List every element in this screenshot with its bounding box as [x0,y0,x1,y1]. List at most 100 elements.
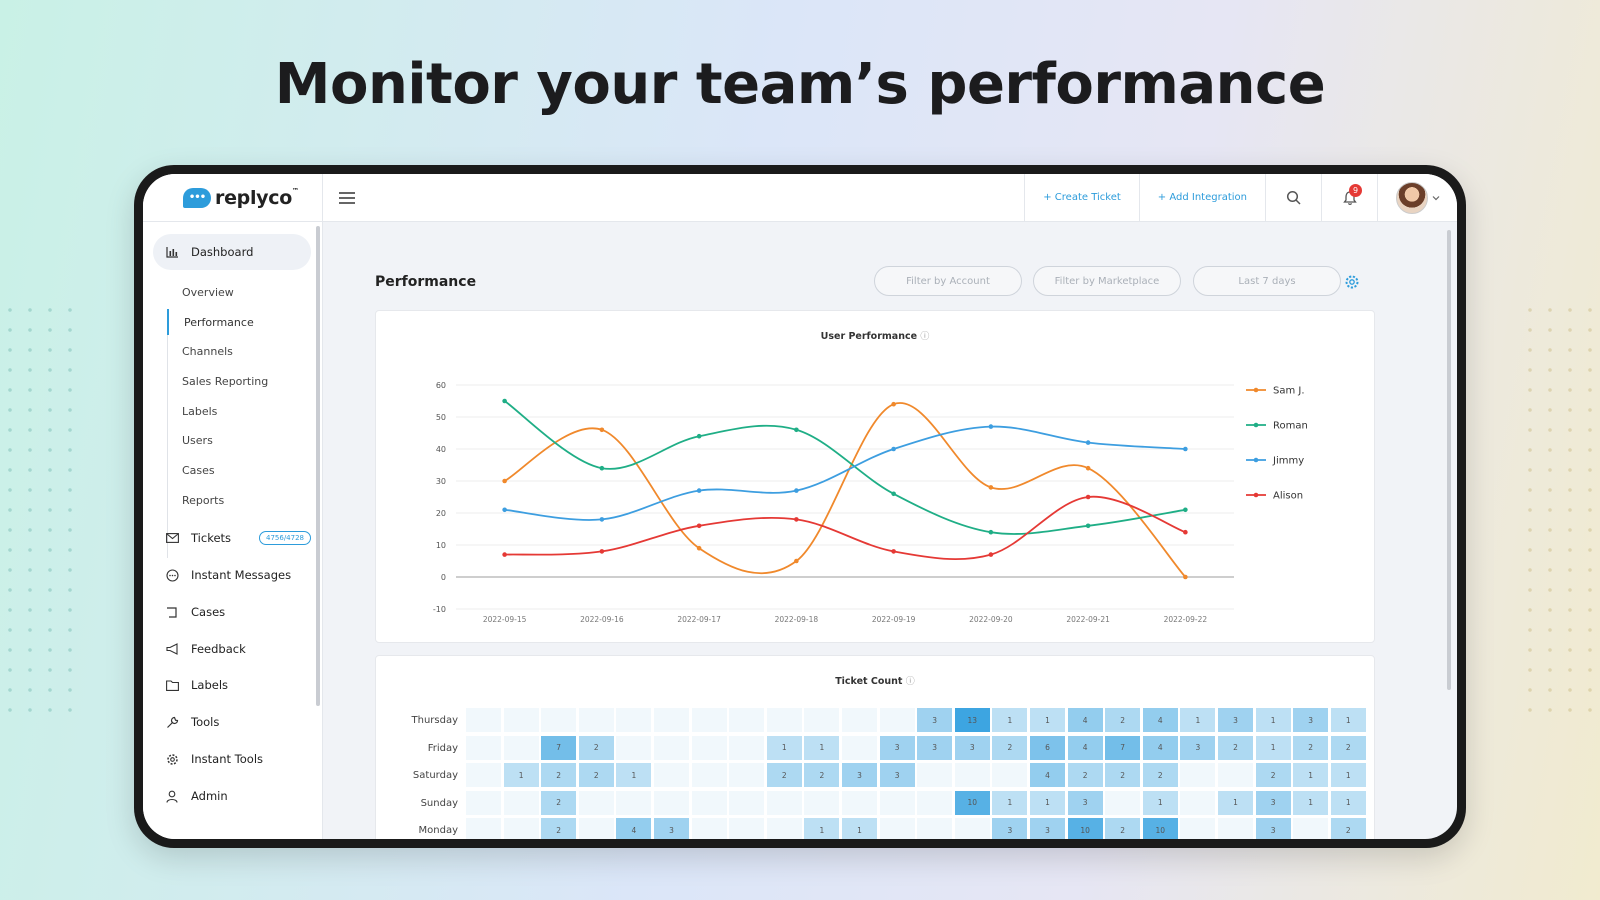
heatmap-cell[interactable]: 1 [1029,707,1066,733]
heatmap-cell[interactable] [1104,789,1142,816]
settings-gear-icon[interactable] [1344,274,1360,294]
heatmap-cell[interactable]: 1 [615,762,653,788]
heatmap-cell[interactable] [465,734,502,761]
heatmap-cell[interactable]: 4 [1066,707,1104,733]
heatmap-cell[interactable] [1292,817,1330,839]
notification-bell-icon[interactable]: 9 [1321,174,1377,222]
heatmap-cell[interactable] [615,789,653,816]
heatmap-cell[interactable]: 2 [1141,762,1179,788]
heatmap-cell[interactable]: 2 [1104,817,1142,839]
heatmap-cell[interactable] [690,789,728,816]
heatmap-cell[interactable]: 1 [1029,789,1066,816]
heatmap-cell[interactable] [728,817,766,839]
heatmap-cell[interactable]: 7 [540,734,578,761]
create-ticket-button[interactable]: + Create Ticket [1024,174,1139,222]
heatmap-cell[interactable] [502,817,540,839]
heatmap-cell[interactable] [690,817,728,839]
heatmap-cell[interactable]: 13 [953,707,991,733]
heatmap-cell[interactable] [1217,817,1254,839]
heatmap-cell[interactable] [465,789,502,816]
heatmap-cell[interactable]: 4 [1141,707,1179,733]
heatmap-cell[interactable]: 3 [1292,707,1330,733]
heatmap-cell[interactable]: 2 [577,734,615,761]
heatmap-cell[interactable]: 3 [878,762,916,788]
sidebar-subitem-sales-reporting[interactable]: Sales Reporting [182,374,269,388]
heatmap-cell[interactable] [916,789,954,816]
heatmap-cell[interactable]: 4 [615,817,653,839]
heatmap-cell[interactable] [690,707,728,733]
heatmap-cell[interactable] [577,789,615,816]
heatmap-cell[interactable] [953,817,991,839]
sidebar-item-dashboard[interactable]: Dashboard [153,234,311,270]
heatmap-cell[interactable] [728,789,766,816]
heatmap-cell[interactable]: 1 [1254,707,1292,733]
heatmap-cell[interactable] [653,762,690,788]
user-menu[interactable] [1377,174,1457,222]
sidebar-item-feedback[interactable]: Feedback [153,631,311,667]
date-range-select[interactable]: Last 7 days [1193,266,1341,296]
heatmap-cell[interactable]: 2 [1292,734,1330,761]
heatmap-cell[interactable]: 3 [1029,817,1066,839]
heatmap-cell[interactable] [465,762,502,788]
sidebar-item-tickets[interactable]: Tickets 4756/4728 [153,520,311,556]
heatmap-cell[interactable]: 2 [991,734,1029,761]
heatmap-cell[interactable] [728,762,766,788]
heatmap-cell[interactable] [878,707,916,733]
heatmap-cell[interactable]: 3 [1254,817,1292,839]
heatmap-cell[interactable] [765,789,803,816]
sidebar-item-cases[interactable]: Cases [153,594,311,630]
heatmap-cell[interactable]: 1 [1254,734,1292,761]
heatmap-cell[interactable]: 10 [1141,817,1179,839]
heatmap-cell[interactable] [916,762,954,788]
heatmap-cell[interactable] [841,734,878,761]
heatmap-cell[interactable] [540,707,578,733]
heatmap-cell[interactable] [803,707,841,733]
heatmap-cell[interactable]: 10 [1066,817,1104,839]
search-icon[interactable] [1265,174,1321,222]
heatmap-cell[interactable]: 1 [1329,789,1367,816]
filter-by-marketplace[interactable]: Filter by Marketplace [1033,266,1181,296]
heatmap-cell[interactable] [465,707,502,733]
add-integration-button[interactable]: + Add Integration [1138,174,1265,222]
heatmap-cell[interactable]: 3 [1217,707,1254,733]
filter-by-account[interactable]: Filter by Account [874,266,1022,296]
sidebar-subitem-reports[interactable]: Reports [182,493,225,507]
sidebar-subitem-users[interactable]: Users [182,433,213,447]
heatmap-cell[interactable]: 2 [577,762,615,788]
heatmap-cell[interactable]: 3 [916,734,954,761]
heatmap-cell[interactable] [841,789,878,816]
heatmap-cell[interactable] [615,734,653,761]
heatmap-cell[interactable] [502,734,540,761]
heatmap-cell[interactable] [878,789,916,816]
heatmap-cell[interactable]: 1 [803,734,841,761]
heatmap-cell[interactable]: 2 [1217,734,1254,761]
sidebar-item-tools[interactable]: Tools [153,704,311,740]
heatmap-cell[interactable] [1179,762,1217,788]
sidebar-subitem-performance[interactable]: Performance [167,309,307,335]
sidebar-item-instant-messages[interactable]: Instant Messages [153,557,311,593]
heatmap-cell[interactable]: 3 [653,817,690,839]
sidebar-subitem-channels[interactable]: Channels [182,344,233,358]
heatmap-cell[interactable] [502,707,540,733]
heatmap-cell[interactable]: 3 [991,817,1029,839]
heatmap-cell[interactable] [690,762,728,788]
heatmap-cell[interactable]: 3 [1254,789,1292,816]
heatmap-cell[interactable]: 1 [1217,789,1254,816]
heatmap-cell[interactable]: 7 [1104,734,1142,761]
heatmap-cell[interactable] [916,817,954,839]
heatmap-cell[interactable]: 3 [841,762,878,788]
heatmap-cell[interactable]: 2 [803,762,841,788]
heatmap-cell[interactable]: 2 [540,817,578,839]
heatmap-cell[interactable] [841,707,878,733]
heatmap-cell[interactable]: 1 [991,707,1029,733]
sidebar-item-admin[interactable]: Admin [153,778,311,814]
heatmap-cell[interactable]: 3 [1066,789,1104,816]
heatmap-cell[interactable]: 2 [1104,762,1142,788]
heatmap-cell[interactable]: 6 [1029,734,1066,761]
heatmap-cell[interactable] [728,707,766,733]
heatmap-cell[interactable]: 2 [540,789,578,816]
sidebar-subitem-cases[interactable]: Cases [182,463,215,477]
heatmap-cell[interactable] [577,707,615,733]
heatmap-cell[interactable]: 1 [765,734,803,761]
heatmap-cell[interactable]: 1 [1179,707,1217,733]
